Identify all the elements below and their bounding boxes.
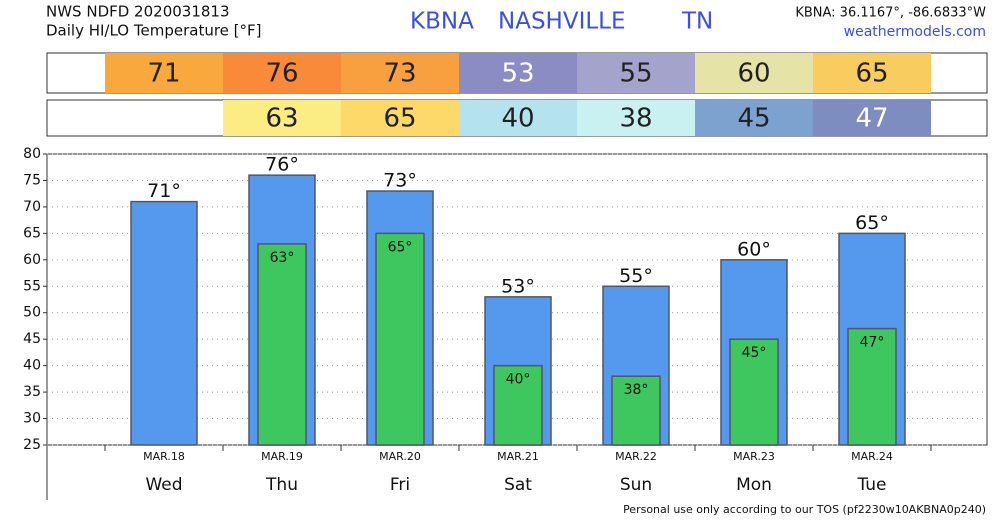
x-date-label: MAR.24 (851, 450, 893, 463)
x-date-label: MAR.23 (733, 450, 775, 463)
box-label: 55 (619, 59, 652, 89)
x-date-label: MAR.20 (379, 450, 421, 463)
site: weathermodels.com (844, 24, 986, 40)
value-label: 60° (737, 238, 771, 260)
box-label: 45 (737, 104, 770, 134)
y-tick-label: 70 (23, 199, 41, 215)
x-tick-label: Sat (504, 475, 532, 495)
box-label: 47 (855, 104, 888, 134)
source: NWS NDFD 2020031813 (46, 3, 230, 21)
value-label: 73° (383, 170, 417, 192)
bar (130, 200, 198, 446)
value-label: 55° (619, 265, 653, 287)
x-date-label: MAR.22 (615, 450, 657, 463)
y-tick-label: 80 (23, 146, 41, 162)
y-tick-label: 40 (23, 358, 41, 374)
value-label: 40° (506, 372, 531, 388)
y-tick-label: 50 (23, 305, 41, 321)
value-box (813, 53, 931, 93)
bar (257, 243, 307, 446)
bar (611, 375, 661, 446)
station: KBNA (410, 9, 474, 35)
y-tick-label: 30 (23, 411, 41, 427)
value-label: 65° (388, 239, 413, 255)
box-label: 76 (265, 59, 298, 89)
value-box (105, 53, 223, 93)
value-box (223, 53, 341, 93)
value-box (459, 53, 577, 93)
bar (729, 338, 779, 446)
y-tick-label: 45 (23, 331, 41, 347)
bar (493, 364, 543, 446)
x-tick-label: Fri (390, 475, 410, 495)
value-label: 71° (147, 180, 181, 202)
value-box (695, 100, 813, 136)
footer: Personal use only according to our TOS (… (623, 503, 986, 516)
box-label: 40 (501, 104, 534, 134)
state: TN (681, 9, 713, 35)
box-label: 65 (383, 104, 416, 134)
value-box (577, 53, 695, 93)
value-label: 63° (270, 250, 295, 266)
x-tick-label: Mon (736, 475, 772, 495)
y-tick-label: 25 (23, 437, 41, 453)
box-label: 71 (147, 59, 180, 89)
bar (375, 232, 425, 446)
box-label: 53 (501, 59, 534, 89)
value-label: 38° (624, 382, 649, 398)
value-box (223, 100, 341, 136)
x-tick-label: Sun (620, 475, 652, 495)
y-tick-label: 35 (23, 384, 41, 400)
x-date-label: MAR.19 (261, 450, 303, 463)
y-tick-label: 60 (23, 252, 41, 268)
value-label: 65° (855, 212, 889, 234)
value-box (459, 100, 577, 136)
box-label: 38 (619, 104, 652, 134)
city: NASHVILLE (498, 9, 626, 35)
box-label: 63 (265, 104, 298, 134)
box-label: 60 (737, 59, 770, 89)
y-tick-label: 75 (23, 172, 41, 188)
box-label: 65 (855, 59, 888, 89)
y-tick-label: 55 (23, 278, 41, 294)
bar (847, 327, 897, 446)
value-box (341, 100, 459, 136)
x-tick-label: Wed (145, 475, 182, 495)
x-tick-label: Thu (265, 475, 298, 495)
coords: KBNA: 36.1167°, -86.6833°W (795, 6, 986, 21)
box-label: 73 (383, 59, 416, 89)
value-box (695, 53, 813, 93)
value-box (813, 100, 931, 136)
value-label: 76° (265, 154, 299, 176)
y-tick-label: 65 (23, 225, 41, 241)
value-box (341, 53, 459, 93)
x-date-label: MAR.18 (143, 450, 185, 463)
value-label: 45° (742, 345, 767, 361)
x-date-label: MAR.21 (497, 450, 539, 463)
value-label: 47° (860, 335, 885, 351)
chart-title: Daily HI/LO Temperature [°F] (46, 22, 262, 40)
value-box (577, 100, 695, 136)
x-tick-label: Tue (856, 475, 886, 495)
value-label: 53° (501, 275, 535, 297)
